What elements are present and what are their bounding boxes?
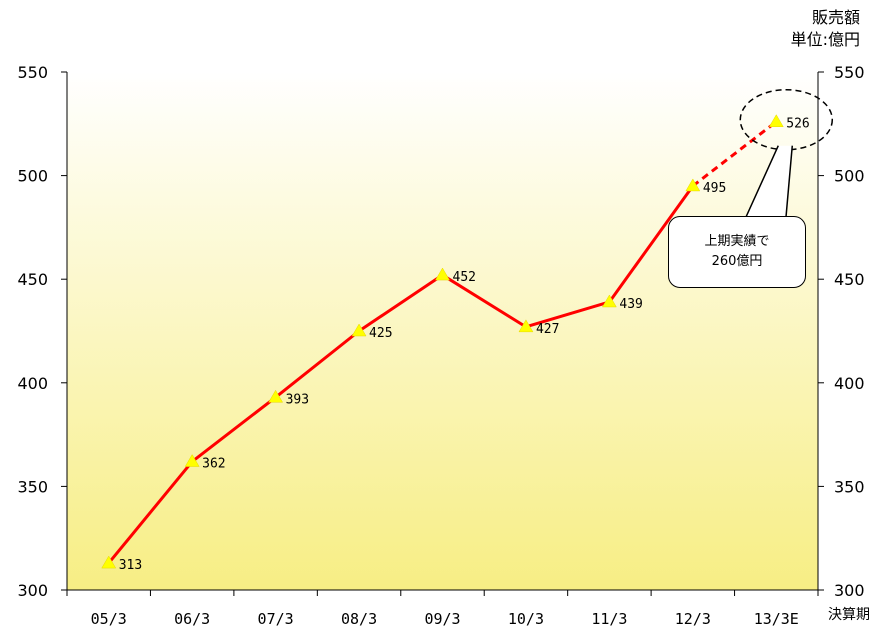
x-axis-title: 決算期 [828, 607, 870, 623]
y-tick-label-right: 500 [834, 167, 865, 186]
x-tick-label: 05/3 [91, 610, 127, 626]
data-point-marker [184, 454, 200, 467]
data-label: 313 [119, 558, 142, 573]
x-tick-label: 11/3 [591, 610, 627, 626]
x-tick-label: 06/3 [174, 610, 210, 626]
data-point-marker [435, 267, 450, 281]
y-tick-label-right: 450 [834, 270, 865, 289]
series-group [101, 114, 784, 569]
data-labels: 313 362 393 425 452 427 439 495 526 [119, 117, 810, 573]
y-tick-label-left: 450 [17, 270, 48, 289]
data-point-marker [601, 294, 617, 308]
y-tick-label-right: 550 [834, 63, 865, 82]
callout-line-1: 上期実績で [704, 234, 770, 249]
data-label: 425 [369, 326, 392, 341]
y-tick-label-left: 300 [17, 581, 48, 600]
data-label: 439 [619, 297, 642, 312]
x-tick-label: 08/3 [341, 610, 377, 626]
x-tick-label: 12/3 [675, 610, 711, 626]
y-tick-label-left: 550 [17, 63, 48, 82]
data-point-marker [101, 555, 117, 569]
data-point-marker [351, 323, 367, 337]
data-label: 452 [453, 270, 476, 285]
data-label: 362 [202, 457, 225, 472]
y-tick-label-left: 350 [17, 477, 48, 496]
data-point-marker [685, 178, 701, 192]
series-line-forecast [691, 120, 778, 188]
data-point-marker [768, 114, 784, 127]
series-line [107, 185, 695, 565]
data-label: 495 [703, 181, 726, 196]
axes: 300 300 350 350 400 400 450 450 500 500 550 550 05/3… [17, 63, 864, 626]
y-tick-label-right: 300 [834, 581, 865, 600]
data-label: 393 [286, 392, 309, 407]
data-label: 427 [536, 322, 559, 337]
x-tick-label: 10/3 [508, 610, 544, 626]
y-tick-label-right: 350 [834, 477, 865, 496]
plot-area [67, 72, 818, 590]
x-tick-label: 09/3 [424, 610, 460, 626]
callout-line-2: 260億円 [711, 254, 763, 269]
data-point-marker [518, 319, 534, 333]
callout-box: 上期実績で 260億円 [668, 216, 806, 288]
data-label: 526 [786, 117, 809, 132]
x-tick-label: 07/3 [258, 610, 294, 626]
x-tick-label: 13/3E [754, 610, 799, 626]
unit-label: 単位:億円 [790, 30, 860, 49]
unit-title: 販売額 [811, 8, 860, 27]
y-tick-label-left: 400 [17, 374, 48, 393]
y-tick-label-left: 500 [17, 167, 48, 186]
data-point-marker [268, 389, 284, 403]
y-tick-label-right: 400 [834, 374, 865, 393]
